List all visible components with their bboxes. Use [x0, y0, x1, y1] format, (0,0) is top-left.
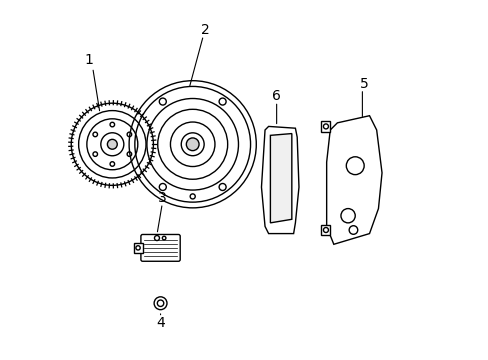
Circle shape	[219, 184, 225, 190]
Circle shape	[181, 133, 203, 156]
Circle shape	[219, 98, 225, 105]
Polygon shape	[134, 243, 142, 253]
Text: 6: 6	[272, 89, 281, 103]
Circle shape	[107, 139, 117, 149]
Circle shape	[186, 138, 199, 150]
Text: 4: 4	[156, 316, 164, 330]
Text: 2: 2	[201, 23, 209, 37]
FancyBboxPatch shape	[141, 234, 180, 261]
Bar	[321, 121, 329, 132]
Text: 5: 5	[359, 77, 368, 91]
Text: 3: 3	[158, 191, 166, 205]
Polygon shape	[261, 126, 298, 234]
Circle shape	[162, 236, 165, 240]
Polygon shape	[326, 116, 381, 244]
Bar	[321, 225, 329, 235]
Polygon shape	[270, 134, 291, 223]
Text: 1: 1	[84, 53, 93, 67]
Circle shape	[159, 98, 166, 105]
Circle shape	[159, 184, 166, 190]
Circle shape	[154, 235, 159, 240]
